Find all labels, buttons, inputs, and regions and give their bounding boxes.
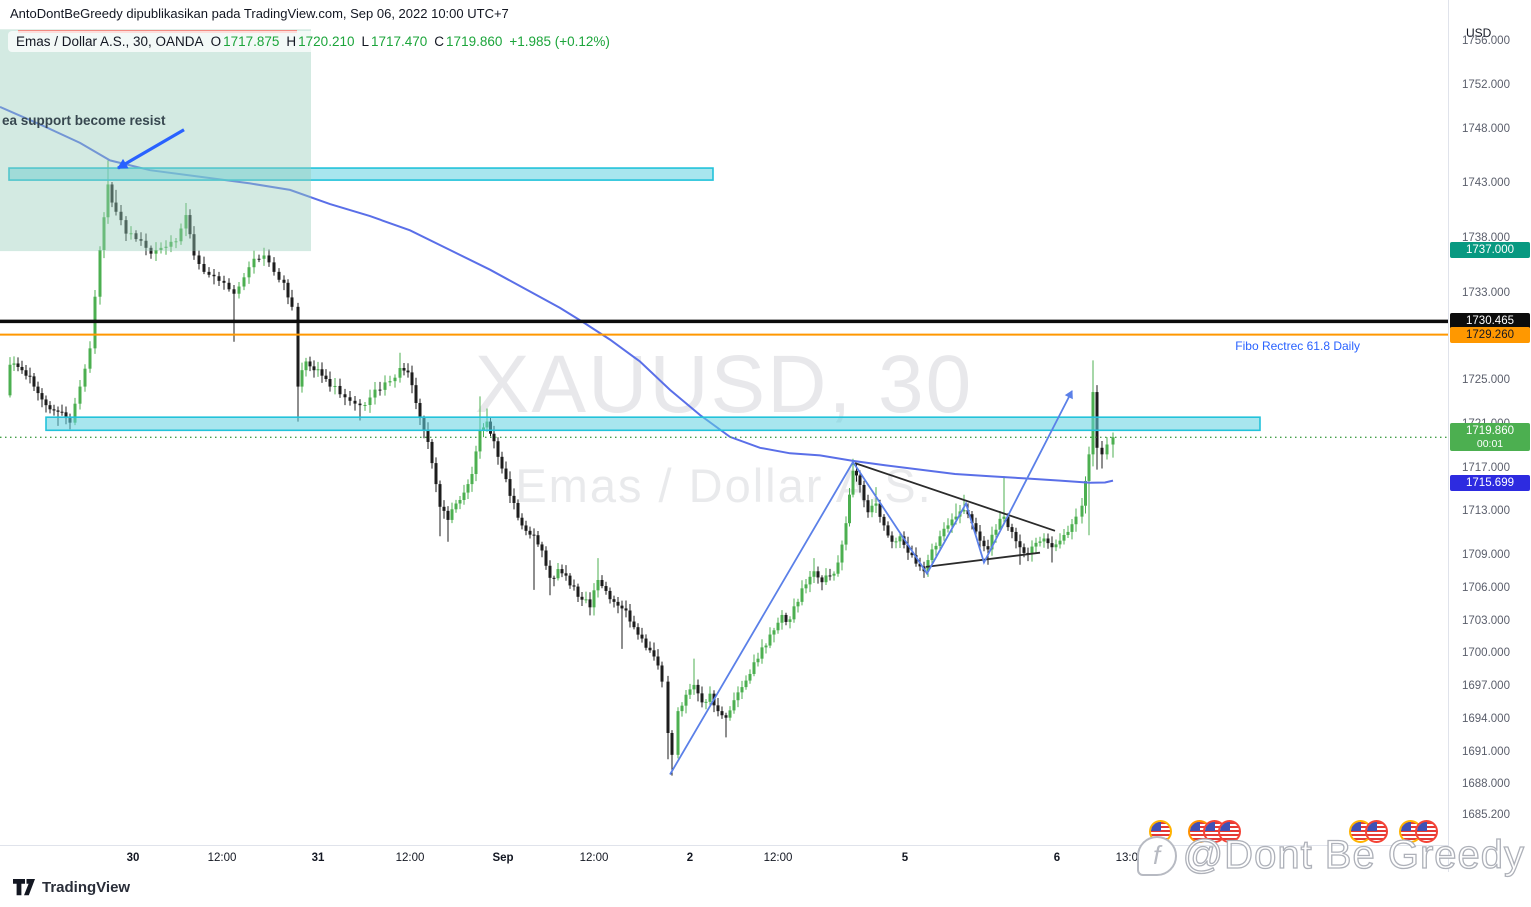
legend-open-value: 1717.875 [223, 34, 280, 49]
resist-band-lower [45, 416, 1261, 432]
price-tick: 1685.200 [1462, 809, 1510, 822]
time-tick: 12:00 [207, 852, 237, 864]
chart-footer: TradingView [0, 873, 1531, 907]
tradingview-logo-text: TradingView [42, 879, 131, 896]
resist-zone-annotation: ea support become resist [2, 113, 166, 128]
price-tick: 1700.000 [1462, 647, 1510, 660]
price-tick: 1688.000 [1462, 778, 1510, 791]
time-tick: 12:00 [763, 852, 793, 864]
price-badge-1729.260: 1729.260 [1450, 326, 1530, 343]
price-tick: 1697.000 [1462, 680, 1510, 693]
time-tick: 12:00 [395, 852, 425, 864]
publish-info-line: AntoDontBeGreedy dipublikasikan pada Tra… [10, 6, 509, 21]
zigzag-projection-arrow [669, 390, 1073, 775]
time-tick: 12:00 [579, 852, 609, 864]
resist-band-upper [8, 167, 714, 181]
legend-open-label: O [210, 34, 222, 49]
legend-high-label: H [286, 34, 297, 49]
economic-event-flag-us[interactable] [1218, 820, 1241, 843]
legend-low-value: 1717.470 [370, 34, 428, 49]
price-tick: 1756.000 [1462, 35, 1510, 48]
legend-change-value: +1.985 (+0.12%) [509, 34, 610, 49]
time-tick: Sep [492, 852, 514, 864]
resist-arrow [117, 128, 185, 170]
tradingview-logo-icon [13, 879, 35, 896]
price-badge-1730.465: 1730.465 [1450, 313, 1530, 330]
legend-high-value: 1720.210 [298, 34, 355, 49]
price-tick: 1703.000 [1462, 614, 1510, 627]
price-tick: 1733.000 [1462, 286, 1510, 299]
price-axis[interactable]: USD 1756.000 1752.000 1748.000 1743.000 1738… [1448, 0, 1531, 872]
price-tick: 1743.000 [1462, 177, 1510, 190]
legend-symbol: Emas / Dollar A.S., 30, OANDA [16, 34, 204, 49]
price-tick: 1738.000 [1462, 232, 1510, 245]
candles-layer [8, 160, 1115, 776]
price-tick: 1709.000 [1462, 548, 1510, 561]
economic-event-flag-us[interactable] [1365, 820, 1388, 843]
candlestick-chart-canvas[interactable] [0, 0, 1448, 845]
legend-close-label: C [434, 34, 445, 49]
price-tick: 1694.000 [1462, 712, 1510, 725]
price-tick: 1691.000 [1462, 745, 1510, 758]
price-axis-currency: USD [1466, 26, 1492, 40]
legend-low-label: L [361, 34, 369, 49]
tradingview-logo[interactable]: TradingView [13, 879, 130, 896]
economic-event-flag-us[interactable] [1415, 820, 1438, 843]
time-axis[interactable]: 30 12:00 31 12:00 Sep 12:00 2 12:00 5 6 13:00 [0, 845, 1531, 874]
price-tick: 1752.000 [1462, 79, 1510, 92]
economic-event-flag-us[interactable] [1149, 820, 1172, 843]
price-tick: 1748.000 [1462, 122, 1510, 135]
supply-box [0, 29, 311, 252]
price-tick: 1725.000 [1462, 374, 1510, 387]
price-tick: 1706.000 [1462, 581, 1510, 594]
symbol-legend[interactable]: Emas / Dollar A.S., 30, OANDA O 1717.875… [8, 31, 618, 52]
time-tick: 2 [686, 852, 694, 864]
time-tick: 5 [901, 852, 909, 864]
time-tick: 30 [126, 852, 140, 864]
time-tick: 31 [311, 852, 325, 864]
time-tick: 13:00 [1115, 852, 1145, 864]
price-tick: 1713.000 [1462, 505, 1510, 518]
price-badge-1715.699: 1715.699 [1450, 474, 1530, 491]
chart-pane[interactable]: XAUUSD, 30 Emas / Dollar A.S. ea support… [0, 0, 1448, 845]
price-badge-1719.860: 1719.860 00:01 [1450, 423, 1530, 452]
price-badge-1737.000: 1737.000 [1450, 242, 1530, 258]
legend-close-value: 1719.860 [446, 34, 503, 49]
time-tick: 6 [1053, 852, 1061, 864]
price-tick: 1717.000 [1462, 461, 1510, 474]
fibo-level-label: Fibo Rectrec 61.8 Daily [1235, 339, 1360, 353]
trendline-upper [854, 462, 1056, 532]
